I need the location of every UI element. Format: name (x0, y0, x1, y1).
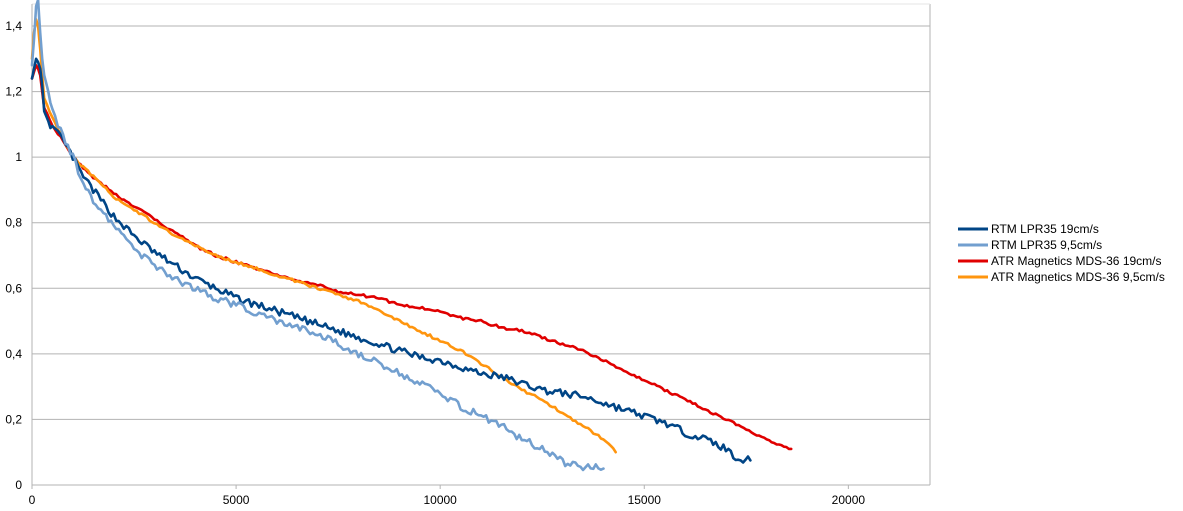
y-axis-ticks: 0 0,2 0,4 0,6 0,8 1 1,2 1,4 (5, 19, 22, 492)
x-tick-label: 20000 (832, 493, 866, 507)
series-lines (30, 0, 793, 472)
plot-area (31, 3, 931, 486)
y-tick-label: 0,4 (5, 347, 22, 361)
legend-label: RTM LPR35 9,5cm/s (991, 238, 1102, 252)
legend: RTM LPR35 19cm/s RTM LPR35 9,5cm/s ATR Mag… (958, 222, 1165, 284)
y-tick-label: 1,4 (5, 19, 22, 33)
y-tick-label: 0,2 (5, 412, 22, 426)
y-tick-label: 1,2 (5, 85, 22, 99)
series-line-0 (30, 57, 752, 464)
x-tick-label: 0 (29, 493, 36, 507)
y-tick-label: 0 (15, 478, 22, 492)
x-tick-label: 10000 (423, 493, 457, 507)
x-tick-label: 5000 (223, 493, 250, 507)
y-tick-label: 1 (15, 150, 22, 164)
y-tick-label: 0,6 (5, 281, 22, 295)
legend-label: ATR Magnetics MDS-36 9,5cm/s (991, 270, 1165, 284)
series-line-1 (30, 0, 605, 472)
legend-label: RTM LPR35 19cm/s (991, 222, 1099, 236)
x-tick-label: 15000 (628, 493, 662, 507)
legend-label: ATR Magnetics MDS-36 19cm/s (991, 254, 1162, 268)
y-tick-label: 0,8 (5, 216, 22, 230)
series-line-2 (30, 64, 793, 451)
x-axis-ticks: 0 5000 10000 15000 20000 (29, 485, 866, 507)
